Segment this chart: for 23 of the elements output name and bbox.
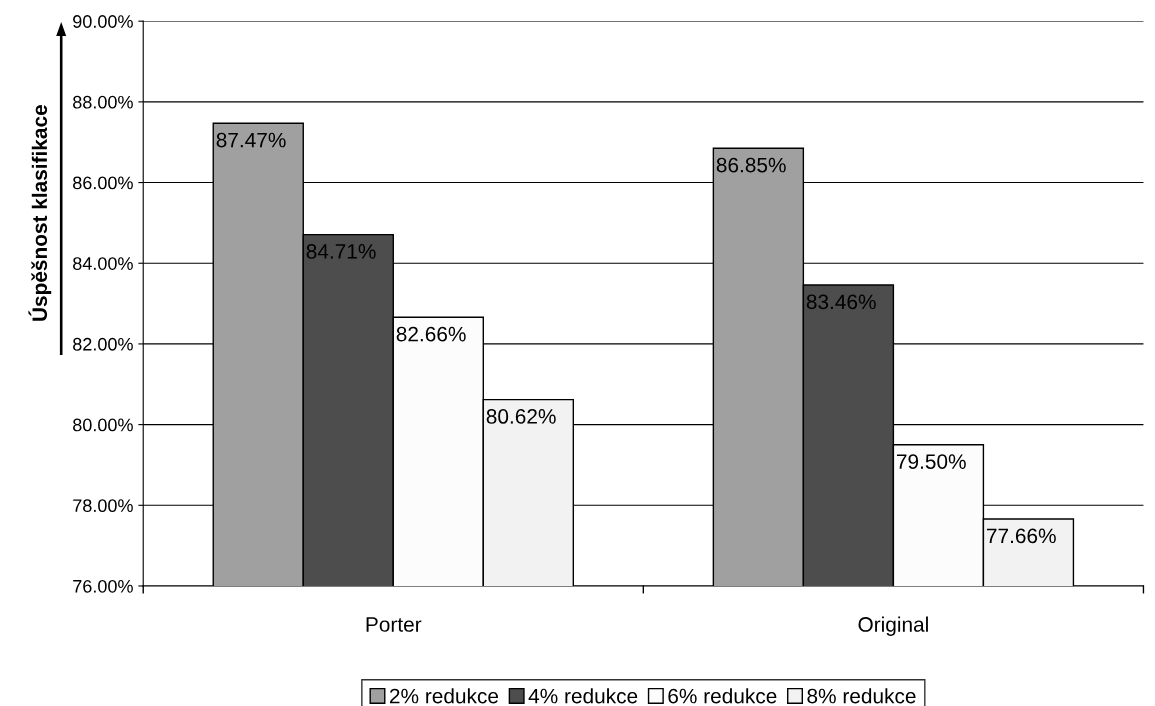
legend-label: 4% redukce (528, 688, 638, 704)
text: 79.50% (896, 454, 966, 469)
x-tick-label: Original (858, 616, 928, 636)
text: 86.85% (716, 157, 786, 173)
legend-label: 8% redukce (807, 688, 916, 704)
legend-label: 6% redukce (668, 688, 777, 704)
x-tick-label: Porter (366, 617, 422, 632)
y-tick-label: 78.00% (73, 499, 133, 513)
y-axis-title: Úspěšnost klasifikace (28, 105, 52, 321)
y-tick-label: 84.00% (73, 257, 133, 270)
text: 82.66% (396, 326, 466, 342)
legend-label: 2% redukce (389, 688, 499, 704)
y-tick-label: 80.00% (73, 418, 133, 432)
y-tick-label: 82.00% (73, 337, 133, 351)
y-tick-label: 88.00% (73, 95, 133, 109)
text: 80.62% (486, 409, 556, 424)
text: 83.46% (806, 294, 876, 310)
y-tick-label: 86.00% (73, 176, 133, 190)
y-tick-label: 76.00% (73, 579, 133, 593)
text: 77.66% (986, 528, 1056, 544)
y-tick-label: 90.00% (73, 15, 133, 28)
text: 87.47% (216, 132, 286, 148)
text: 84.71% (306, 244, 376, 259)
